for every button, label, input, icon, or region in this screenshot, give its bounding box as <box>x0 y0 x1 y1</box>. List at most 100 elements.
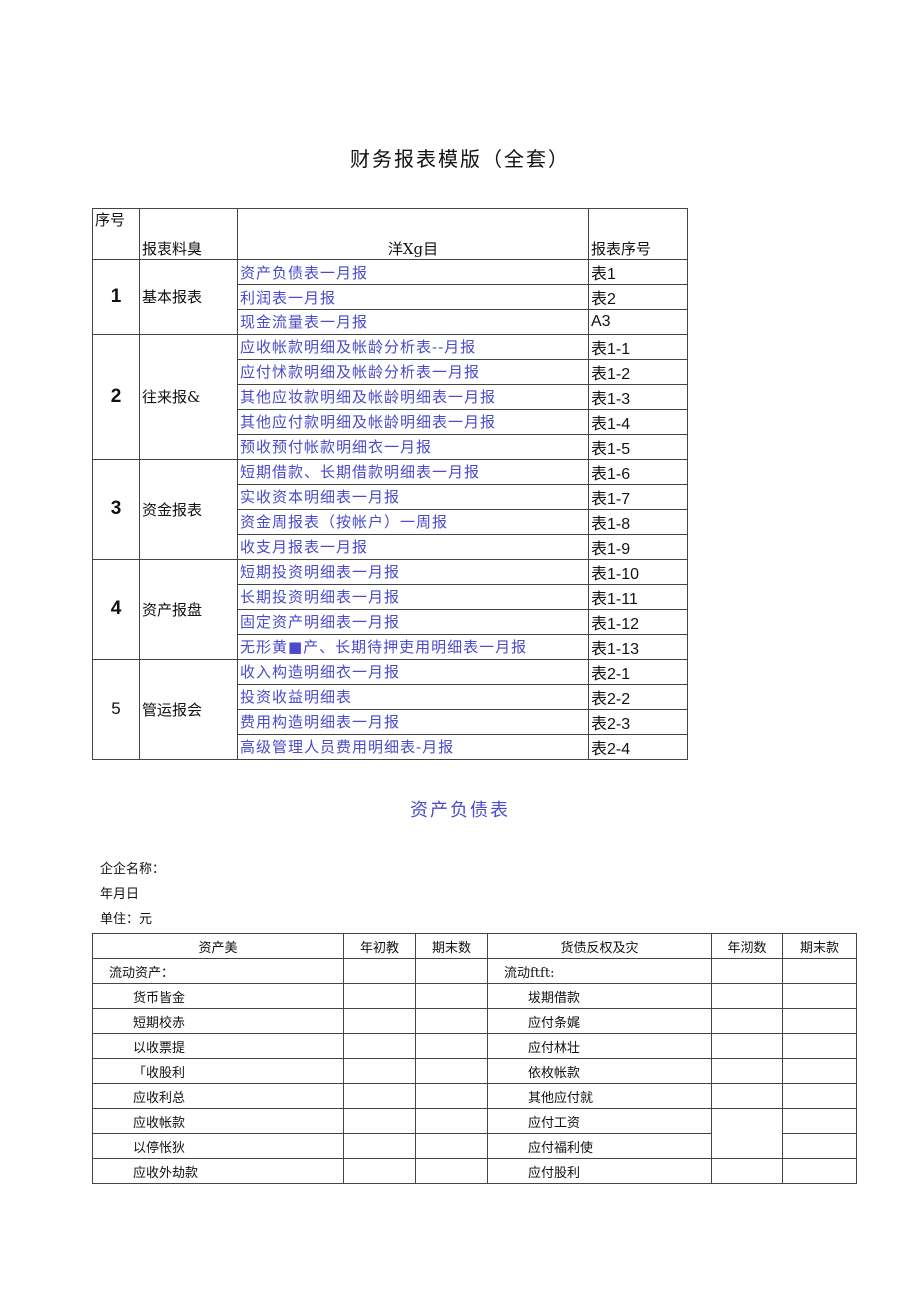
table-row: 应收外劫款 应付股利 <box>92 1158 857 1184</box>
report-code: 表1 <box>588 259 688 285</box>
report-code: 表1-12 <box>588 608 688 635</box>
table-row: 高级管理人员费用明细表-月报 表2-4 <box>93 733 688 760</box>
liability-item: 依枚帐款 <box>487 1058 712 1084</box>
header-end: 期末数 <box>415 933 488 959</box>
report-code: A3 <box>588 309 688 335</box>
report-item-link[interactable]: 无形黄■产、长期待押吏用明细表一月报 <box>237 633 589 660</box>
table-row: 应付怵款明细及帐龄分析表一月报 表1-2 <box>93 358 688 385</box>
table-row: 投资收益明细表 表2-2 <box>93 683 688 710</box>
liability-item: 应付条娓 <box>487 1008 712 1034</box>
document-title: 财务报表模版（全套） <box>350 147 570 171</box>
unit-label: 单住：元 <box>100 912 153 927</box>
header-item: 洋Xg目 <box>237 208 589 260</box>
report-item-link[interactable]: 预收预付帐款明细衣一月报 <box>237 433 589 460</box>
table-row: 实收资本明细表一月报 表1-7 <box>93 483 688 510</box>
group-name: 基本报表 <box>139 259 238 335</box>
asset-item: 短期校赤 <box>92 1008 344 1034</box>
section-current-assets: 流动资产： <box>92 958 344 984</box>
report-code: 表2-4 <box>588 733 688 760</box>
report-item-link[interactable]: 资金周报表（按帐户）一周报 <box>237 508 589 535</box>
header-row: 序号 报衷料臭 洋Xg目 报表序号 <box>92 208 688 260</box>
report-item-link[interactable]: 其他应妆款明细及帐龄明细表一月报 <box>237 383 589 410</box>
liability-item: 应付福利使 <box>487 1133 712 1159</box>
header-begin-right: 年沏数 <box>711 933 783 959</box>
table-row: 利润表一月报 表2 <box>93 284 688 310</box>
asset-item: 货币皆金 <box>92 983 344 1009</box>
table-row: 1 基本报表 资产负债表一月报 表1 <box>92 259 688 335</box>
liability-item: 应付林壮 <box>487 1033 712 1059</box>
table-row: 2 往来报& 应收帐款明细及帐龄分析表--月报 表1-1 <box>92 333 688 460</box>
report-code: 表1-4 <box>588 408 688 435</box>
report-item-link[interactable]: 现金流量表一月报 <box>237 309 589 335</box>
asset-item: 应收利总 <box>92 1083 344 1109</box>
header-begin: 年初教 <box>343 933 416 959</box>
report-code: 表2-2 <box>588 683 688 710</box>
report-item-link[interactable]: 资产负债表一月报 <box>237 259 589 285</box>
report-item-link[interactable]: 短期借款、长期借款明细表一月报 <box>237 458 589 485</box>
report-code: 表1-3 <box>588 383 688 410</box>
asset-item: 以停怅狄 <box>92 1133 344 1159</box>
report-index-table: 序号 报衷料臭 洋Xg目 报表序号 1 基本报表 资产负债表一月报 表1 利润表一月报表… <box>92 208 688 760</box>
report-item-link[interactable]: 短期投资明细表一月报 <box>237 558 589 585</box>
date-label: 年月日 <box>100 887 140 902</box>
section-row: 流动资产： 流动ftft: <box>92 958 857 984</box>
liability-item: 坺期借款 <box>487 983 712 1009</box>
report-item-link[interactable]: 收支月报表一月报 <box>237 533 589 560</box>
report-item-link[interactable]: 固定资产明细表一月报 <box>237 608 589 635</box>
report-code: 表1-10 <box>588 558 688 585</box>
balance-sheet-title: 资产负债表 <box>410 800 510 821</box>
report-code: 表1-11 <box>588 583 688 610</box>
table-row: 无形黄■产、长期待押吏用明细表一月报 表1-13 <box>93 633 688 660</box>
header-category: 报衷料臭 <box>139 208 238 260</box>
table-row: 应收帐款 应付工资 <box>92 1108 857 1159</box>
liability-item: 其他应付就 <box>487 1083 712 1109</box>
header-seq: 序号 <box>92 208 140 260</box>
report-item-link[interactable]: 其他应付款明细及帐龄明细表一月报 <box>237 408 589 435</box>
group-number: 5 <box>92 658 140 760</box>
report-item-link[interactable]: 实收资本明细表一月报 <box>237 483 589 510</box>
report-item-link[interactable]: 应付怵款明细及帐龄分析表一月报 <box>237 358 589 385</box>
liability-item: 应付工资 <box>487 1108 712 1134</box>
table-row: 其他应付款明细及帐龄明细表一月报 表1-4 <box>93 408 688 435</box>
report-code: 表1-13 <box>588 633 688 660</box>
report-item-link[interactable]: 高级管理人员费用明细表-月报 <box>237 733 589 760</box>
header-row: 资产美 年初教 期末数 货债反权及灾 年沏数 期末款 <box>92 933 857 959</box>
table-row: 收支月报表一月报 表1-9 <box>93 533 688 560</box>
group-number: 4 <box>92 558 140 660</box>
group-number: 1 <box>92 259 140 335</box>
report-item-link[interactable]: 利润表一月报 <box>237 284 589 310</box>
report-code: 表1-5 <box>588 433 688 460</box>
report-code: 表1-6 <box>588 458 688 485</box>
table-row: 费用构造明细表一月报 表2-3 <box>93 708 688 735</box>
report-code: 表1-9 <box>588 533 688 560</box>
report-item-link[interactable]: 投资收益明细表 <box>237 683 589 710</box>
report-item-link[interactable]: 应收帐款明细及帐龄分析表--月报 <box>237 333 589 360</box>
report-item-link[interactable]: 长期投资明细表一月报 <box>237 583 589 610</box>
group-name: 管运报会 <box>139 658 238 760</box>
asset-item: 「收股利 <box>92 1058 344 1084</box>
report-item-link[interactable]: 费用构造明细表一月报 <box>237 708 589 735</box>
asset-item: 应收外劫款 <box>92 1158 344 1184</box>
report-code: 表1-7 <box>588 483 688 510</box>
table-row: 以收票提 应付林壮 <box>92 1033 857 1059</box>
asset-item: 以收票提 <box>92 1033 344 1059</box>
report-item-link[interactable]: 收入构造明细衣一月报 <box>237 658 589 685</box>
table-row: 「收股利 依枚帐款 <box>92 1058 857 1084</box>
table-row: 以停怅狄 应付福利使 <box>92 1133 857 1159</box>
table-row: 其他应妆款明细及帐龄明细表一月报 表1-3 <box>93 383 688 410</box>
report-code: 表1-1 <box>588 333 688 360</box>
table-row: 资金周报表（按帐户）一周报 表1-8 <box>93 508 688 535</box>
report-code: 表2-1 <box>588 658 688 685</box>
report-code: 表2-3 <box>588 708 688 735</box>
header-assets: 资产美 <box>92 933 344 959</box>
table-row: 固定资产明细表一月报 表1-12 <box>93 608 688 635</box>
table-row: 5 管运报会 收入构造明细衣一月报 表2-1 <box>92 658 688 760</box>
header-code: 报表序号 <box>588 208 688 260</box>
balance-sheet-table: 资产美 年初教 期末数 货债反权及灾 年沏数 期末款 流动资产： 流动ftft:… <box>92 933 857 1184</box>
report-code: 表1-8 <box>588 508 688 535</box>
table-row: 应收利总 其他应付就 <box>92 1083 857 1109</box>
report-code: 表1-2 <box>588 358 688 385</box>
table-row: 4 资产报盘 短期投资明细表一月报 表1-10 <box>92 558 688 660</box>
group-number: 2 <box>92 333 140 460</box>
